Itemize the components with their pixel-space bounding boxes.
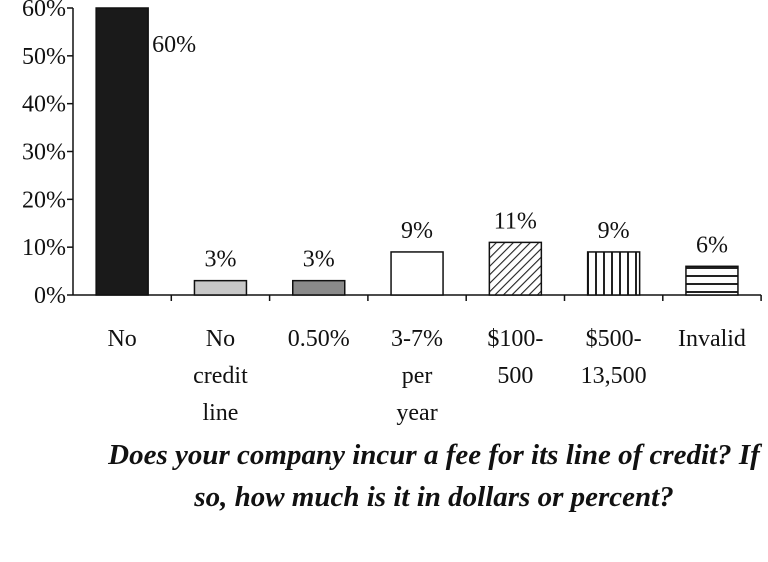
x-tick-label: 0.50% bbox=[288, 326, 350, 352]
data-label: 11% bbox=[494, 208, 537, 234]
x-tick-label: Invalid bbox=[678, 326, 746, 352]
x-tick-label: No bbox=[206, 326, 235, 352]
bar-chart: 0% 10% 20% 30% 40% 50% 60% 60% 3% 3% 9% 11% 9% 6% No… bbox=[22, 0, 762, 426]
x-tick-label: line bbox=[202, 400, 238, 426]
y-tick-label: 50% bbox=[22, 44, 66, 70]
x-tick-label: $500- bbox=[586, 326, 642, 352]
x-tick-label: 3-7% bbox=[391, 326, 443, 352]
bars bbox=[95, 7, 739, 296]
x-tick-label: No bbox=[107, 326, 136, 352]
x-tick-label: $100- bbox=[487, 326, 543, 352]
y-tick-label: 40% bbox=[22, 92, 66, 118]
chart-caption: Does your company incur a fee for its li… bbox=[108, 439, 760, 513]
bar bbox=[292, 279, 346, 296]
x-tick-label: 500 bbox=[497, 363, 533, 389]
y-tick-label: 0% bbox=[34, 283, 66, 309]
x-tick-label: year bbox=[396, 400, 437, 426]
y-tick-label: 30% bbox=[22, 140, 66, 166]
data-label: 3% bbox=[303, 247, 335, 273]
data-labels: 60% 3% 3% 9% 11% 9% 6% bbox=[152, 32, 728, 273]
data-label: 6% bbox=[696, 232, 728, 258]
x-tick-label: credit bbox=[193, 363, 248, 389]
y-tick-label: 20% bbox=[22, 187, 66, 213]
bar bbox=[390, 251, 444, 296]
bar bbox=[586, 251, 641, 296]
data-label: 9% bbox=[598, 218, 630, 244]
bar bbox=[488, 241, 543, 296]
bar bbox=[95, 7, 149, 296]
data-label: 9% bbox=[401, 218, 433, 244]
x-tick-label: per bbox=[402, 363, 433, 389]
y-tick-label: 60% bbox=[22, 0, 66, 22]
bar bbox=[193, 279, 248, 296]
y-axis: 0% 10% 20% 30% 40% 50% 60% bbox=[22, 0, 762, 309]
bar bbox=[685, 265, 739, 296]
data-label: 60% bbox=[152, 32, 196, 58]
data-label: 3% bbox=[204, 247, 236, 273]
x-tick-label: 13,500 bbox=[581, 363, 647, 389]
x-axis-labels: No No credit line 0.50% 3-7% per year $100- 500 $5… bbox=[107, 326, 745, 426]
y-tick-label: 10% bbox=[22, 235, 66, 261]
